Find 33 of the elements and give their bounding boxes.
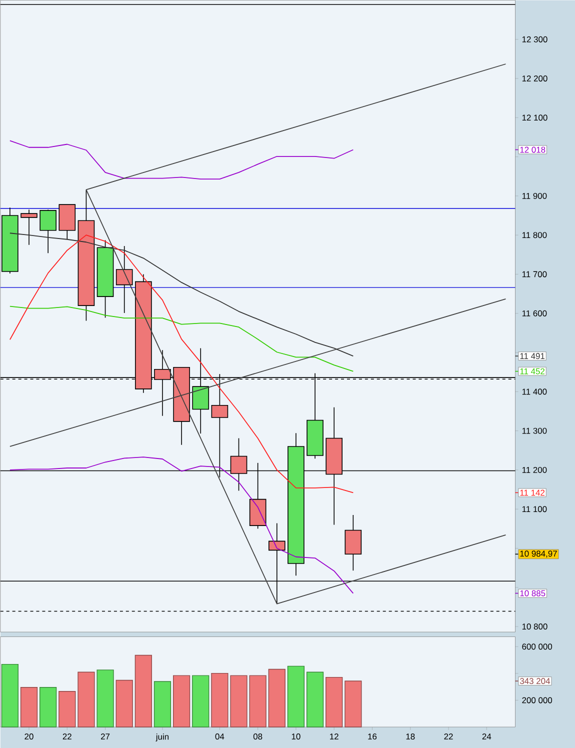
y-tick-label: 11 800 (522, 232, 547, 238)
y-tick-label: 12 200 (522, 76, 548, 82)
x-tick-label: juin (156, 734, 168, 742)
text: 10 984,97 (520, 550, 557, 558)
x-tick-label: 27 (100, 734, 110, 740)
x-tick-label: 04 (215, 734, 224, 740)
x-tick-label: 22 (444, 734, 453, 740)
x-tick-label: 20 (24, 734, 34, 740)
y-tick-label: 11 200 (522, 466, 547, 473)
text: 11 491 (520, 353, 544, 360)
y-tick-label: 11 400 (522, 388, 547, 395)
x-tick-label: 16 (368, 734, 376, 740)
x-tick-label: 24 (482, 734, 492, 740)
text: 11 142 (520, 490, 544, 496)
y-tick-label: 11 700 (522, 271, 547, 278)
y-tick-label: 11 600 (522, 310, 547, 316)
x-tick-label: 08 (253, 734, 262, 740)
text: 12 018 (520, 146, 546, 153)
y-tick-label: 200 000 (522, 697, 552, 704)
y-tick-label: 12 300 (522, 36, 548, 42)
y-tick-label: 10 800 (522, 624, 548, 630)
x-tick-label: 18 (406, 734, 415, 740)
x-tick-label: 12 (330, 734, 338, 740)
x-tick-label: 10 (292, 734, 300, 740)
text: 11 452 (520, 368, 544, 374)
y-tick-label: 11 100 (522, 506, 547, 512)
y-tick-label: 11 900 (522, 192, 547, 199)
y-tick-label: 600 000 (522, 644, 552, 650)
x-tick-label: 22 (62, 734, 72, 740)
y-tick-label: 12 100 (522, 114, 548, 121)
y-tick-label: 11 300 (522, 428, 547, 434)
text: 343 204 (520, 678, 550, 684)
text: 10 885 (520, 590, 546, 596)
